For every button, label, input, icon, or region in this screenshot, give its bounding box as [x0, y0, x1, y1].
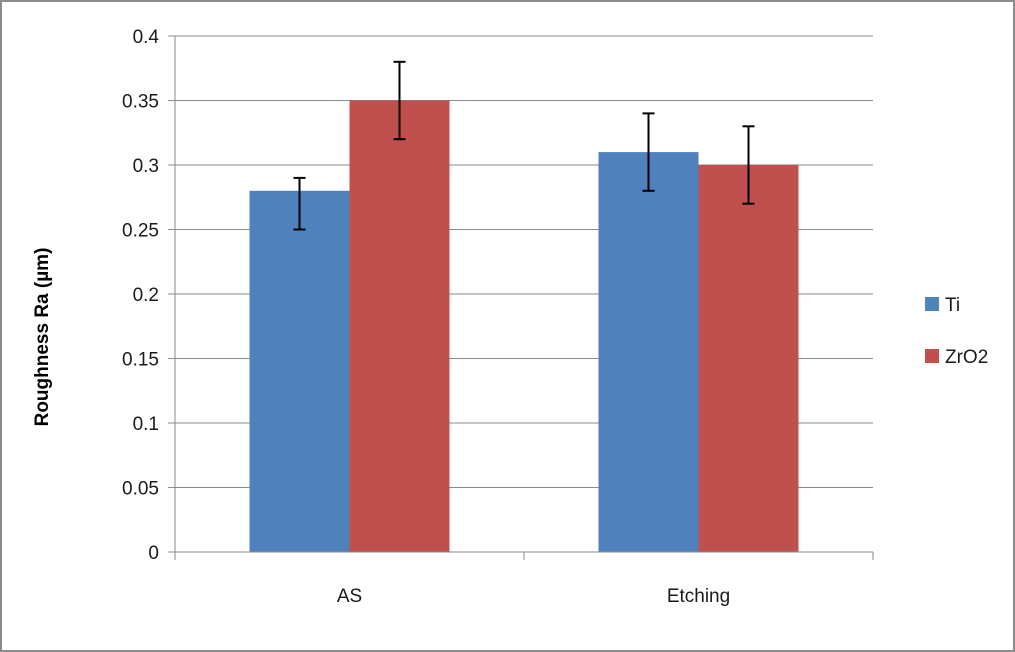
bars	[249, 100, 799, 553]
bar-ti-as	[249, 190, 350, 553]
error-bars	[293, 60, 755, 231]
y-tick-label: 0.4	[133, 27, 160, 48]
y-tick-label: 0.3	[133, 156, 159, 177]
y-tick-label: 0.2	[133, 285, 159, 306]
legend: Ti ZrO2	[925, 295, 988, 368]
y-tick-label: 0.1	[133, 414, 159, 435]
y-tick-label: 0	[148, 543, 159, 564]
x-tick-label: Etching	[667, 586, 730, 607]
bar-zro2-as	[349, 100, 450, 552]
bar-ti-etching	[598, 152, 699, 552]
y-tick-label: 0.35	[122, 92, 159, 113]
legend-swatch-zro2	[925, 349, 939, 363]
y-tick-labels: 0 0.05 0.1 0.15 0.2 0.25 0.3 0.35 0.4	[122, 27, 159, 564]
y-axis-title: Roughness Ra (µm)	[32, 248, 53, 427]
x-tick-labels: AS Etching	[337, 586, 730, 607]
bar-zro2-etching	[698, 165, 799, 552]
legend-label-ti: Ti	[945, 295, 960, 316]
y-tick-label: 0.05	[122, 479, 159, 500]
axes	[168, 35, 874, 560]
legend-swatch-ti	[925, 297, 939, 311]
y-tick-label: 0.15	[122, 350, 159, 371]
x-tick-label: AS	[337, 586, 362, 607]
y-tick-label: 0.25	[122, 221, 159, 242]
legend-label-zro2: ZrO2	[945, 347, 988, 368]
